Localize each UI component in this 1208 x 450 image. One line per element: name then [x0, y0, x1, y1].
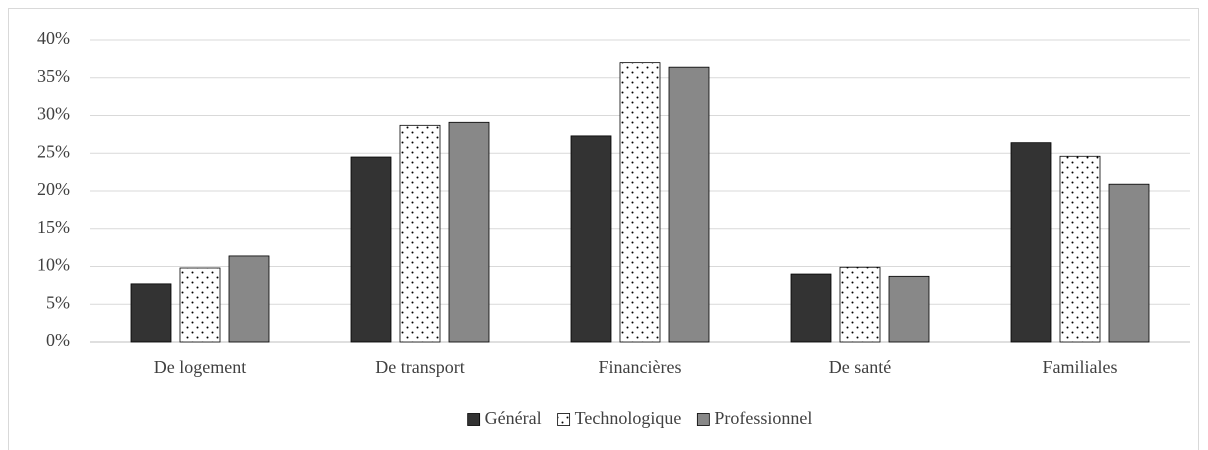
bar — [619, 62, 661, 343]
y-tick-label: 20% — [37, 179, 70, 199]
x-tick-label: De logement — [154, 357, 246, 377]
x-tick-label: De santé — [829, 357, 891, 377]
legend-label: Professionnel — [714, 408, 812, 428]
legend-swatch — [467, 413, 481, 426]
legend-swatch — [557, 413, 571, 426]
x-tick-label: Financières — [599, 357, 682, 377]
y-tick-label: 35% — [37, 66, 70, 86]
legend-label: Général — [485, 408, 542, 428]
y-tick-label: 40% — [37, 28, 70, 48]
bar — [668, 66, 710, 343]
x-tick-label: De transport — [375, 357, 464, 377]
bar — [350, 156, 392, 343]
bar — [790, 273, 832, 343]
bar — [570, 135, 612, 343]
bar — [228, 255, 270, 343]
y-tick-label: 15% — [37, 217, 70, 237]
bar — [130, 283, 172, 343]
bar — [1059, 155, 1101, 343]
y-tick-label: 0% — [46, 330, 70, 350]
y-tick-label: 25% — [37, 141, 70, 161]
bar — [179, 267, 221, 343]
bar — [888, 275, 930, 343]
y-tick-label: 5% — [46, 292, 70, 312]
bar — [1010, 142, 1052, 343]
bar — [839, 266, 881, 343]
legend-swatch — [696, 413, 710, 426]
bar — [448, 121, 490, 343]
x-tick-label: Familiales — [1043, 357, 1118, 377]
chart-border — [8, 8, 1199, 450]
y-tick-label: 10% — [37, 255, 70, 275]
legend-label: Technologique — [575, 408, 682, 428]
bar — [1108, 183, 1150, 343]
bar — [399, 124, 441, 343]
y-tick-label: 30% — [37, 104, 70, 124]
